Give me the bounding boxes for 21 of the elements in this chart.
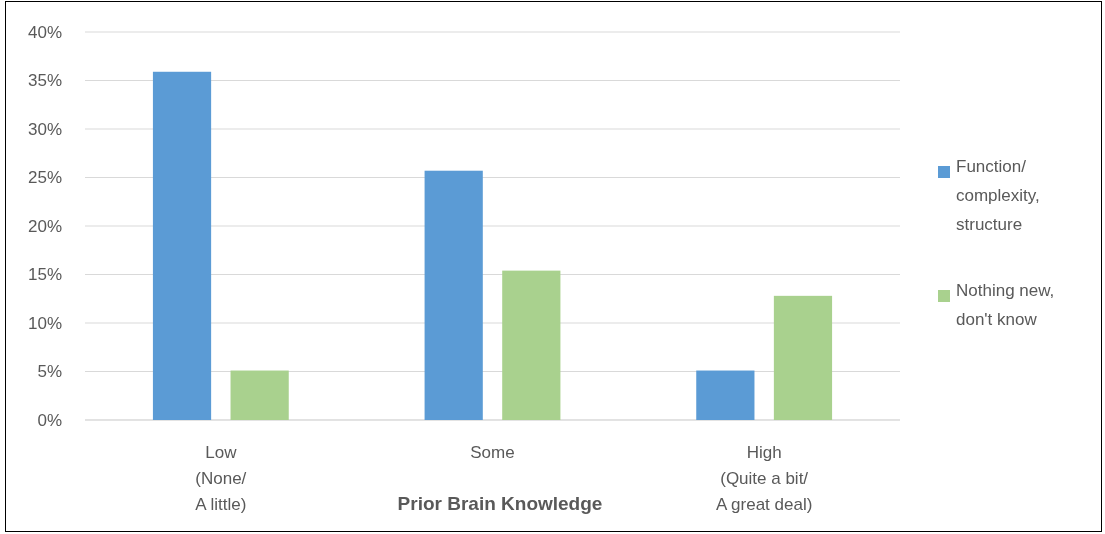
bar [152, 71, 212, 420]
bar [424, 170, 483, 420]
y-tick-label: 5% [37, 362, 62, 382]
legend-label: Function/ complexity, structure [956, 157, 1040, 234]
bar [696, 370, 755, 420]
y-tick-label: 35% [27, 71, 62, 91]
y-tick-label: 30% [27, 119, 62, 139]
y-tick-label: 10% [27, 313, 62, 333]
y-tick-label: 25% [27, 168, 62, 188]
x-tick-label: High (Quite a bit/ A great deal) [715, 443, 813, 514]
x-axis-title: Prior Brain Knowledge [397, 493, 603, 514]
y-tick-label: 40% [27, 22, 62, 42]
y-tick-label: 20% [27, 216, 62, 236]
y-tick-label: 0% [37, 410, 62, 430]
y-tick-label: 15% [27, 265, 62, 285]
x-tick-label: Some [470, 443, 515, 462]
bar [773, 295, 833, 420]
legend-label: Nothing new, don't know [956, 281, 1055, 329]
bar [502, 270, 561, 420]
bar [230, 370, 289, 420]
x-tick-label: Low (None/ A little) [195, 443, 247, 514]
